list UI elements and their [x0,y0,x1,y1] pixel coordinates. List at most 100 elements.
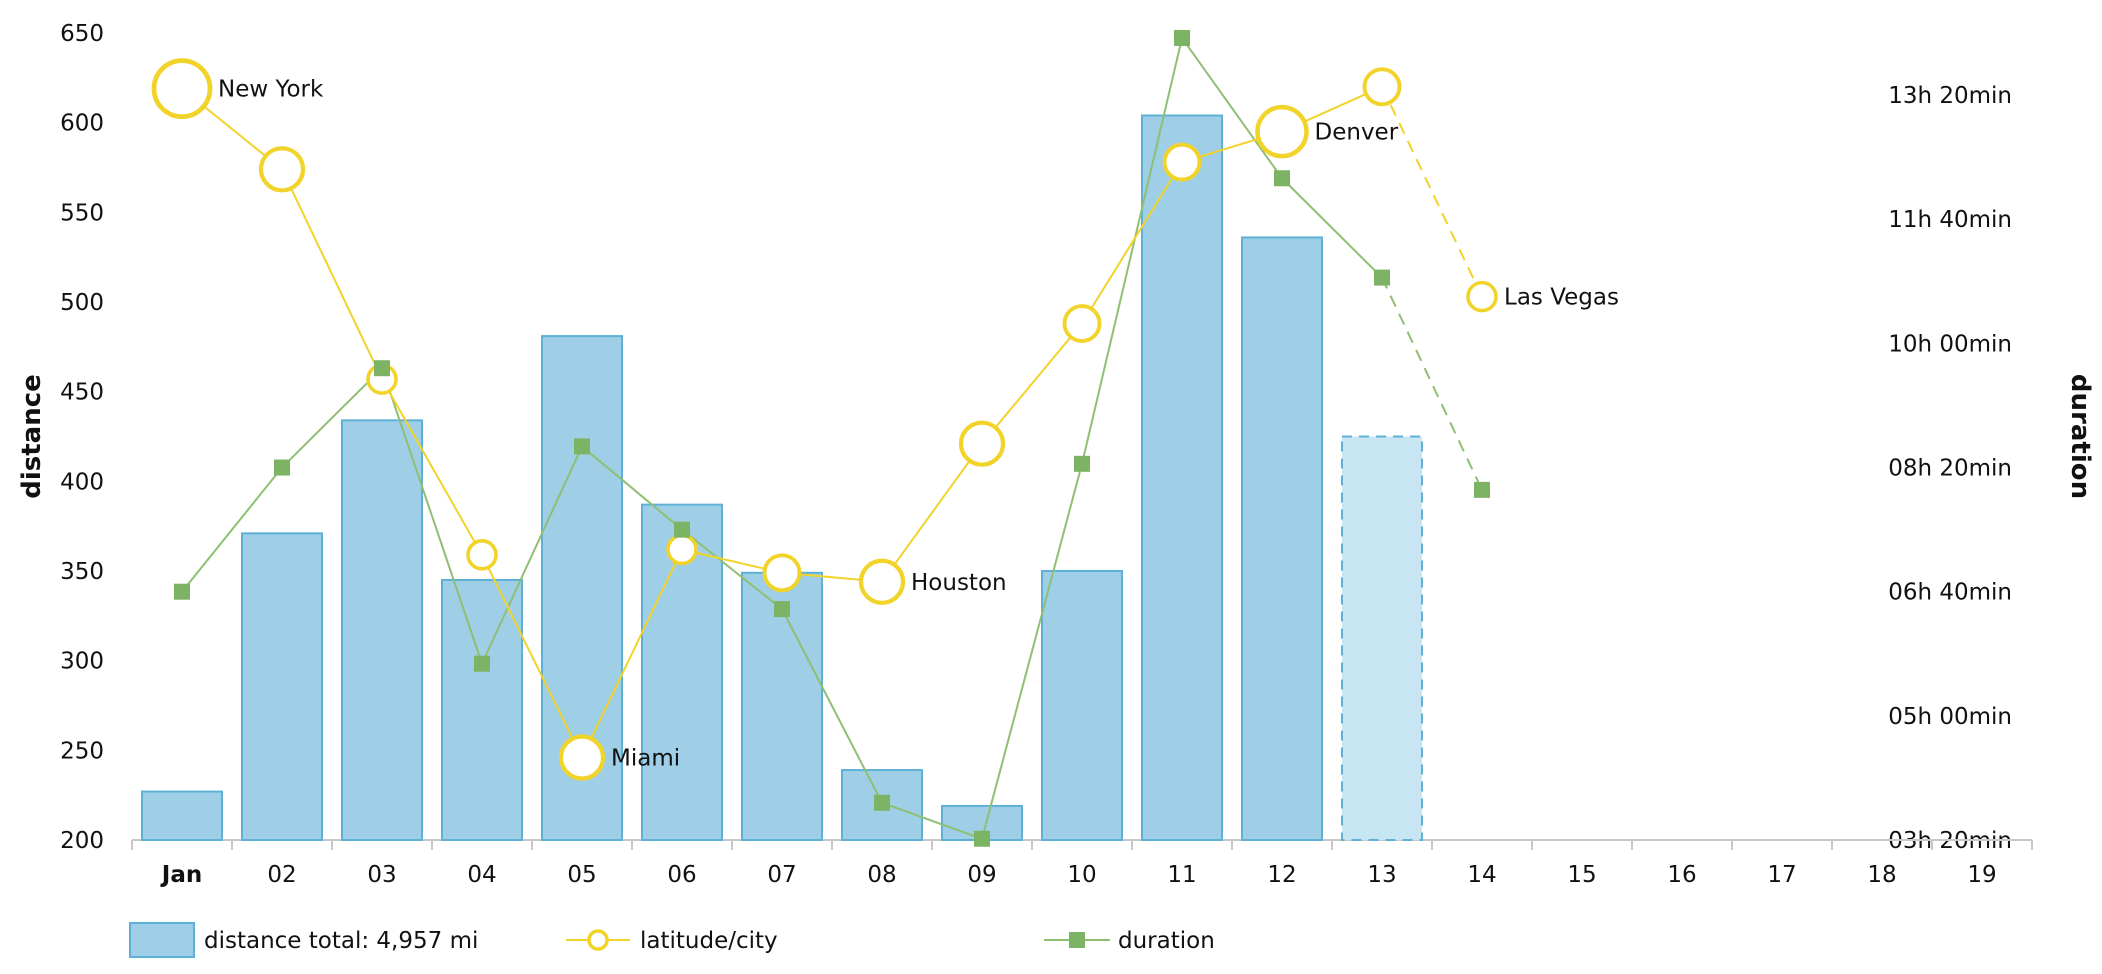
latitude-marker [762,553,802,593]
legend-label-distance: distance total: 4,957 mi [204,928,478,954]
latitude-marker [151,58,213,119]
latitude-line-segment [281,168,383,380]
y-axis-title: distance [17,374,47,499]
latitude-marker [466,539,498,571]
legend-label-latitude: latitude/city [640,928,778,954]
x-tick-label: 18 [1867,862,1896,888]
duration-line-segment [1281,177,1383,279]
duration-line-segment [681,528,783,610]
x-tick-label: 14 [1467,862,1496,888]
latitude-marker [558,734,606,781]
bar [441,578,523,841]
duration-line-segment [781,608,883,804]
latitude-marker [1255,104,1309,159]
duration-line-segment [281,367,383,469]
y2-tick-label: 06h 40min [1888,580,2012,606]
duration-marker [1174,29,1190,46]
lines-layer [151,29,1498,847]
x-tick-label: 06 [667,862,696,888]
x-tick-label: 17 [1767,862,1796,888]
latitude-marker [1062,304,1102,343]
latitude-line-segment [381,378,483,556]
y2-tick-label: 10h 00min [1888,331,2012,357]
latitude-line-segment [581,549,683,758]
x-tick-label: 07 [767,862,796,888]
latitude-marker [1466,280,1498,313]
bars-layer [141,114,1423,842]
x-tick-label: 05 [567,862,596,888]
latitude-marker [958,420,1006,467]
x-tick-label: 16 [1667,862,1696,888]
x-tick-label: 13 [1367,862,1396,888]
y2-tick-label: 13h 20min [1888,83,2012,109]
x-tick-label: 08 [867,862,896,888]
x-tick-label: 02 [267,862,296,888]
y-tick-label: 300 [60,649,104,675]
duration-marker [1474,481,1490,498]
y-tick-label: 650 [60,21,104,47]
latitude-line-segment [1081,161,1183,325]
duration-line-segment [1181,37,1283,179]
duration-marker [1274,170,1290,187]
y-tick-label: 500 [60,290,104,316]
duration-marker [774,601,790,618]
y2-tick-label: 11h 40min [1888,207,2012,233]
x-tick-label: 11 [1167,862,1196,888]
bar-projected [1341,435,1423,841]
x-tick-label: 19 [1967,862,1996,888]
x-tick-label: 12 [1267,862,1296,888]
bar [1041,570,1123,841]
labels-layer: New York Miami Houston Denver Las Vegas [218,77,1619,772]
latitude-marker [1162,142,1202,182]
legend-swatch-distance [129,922,195,958]
duration-line-segment [481,446,583,665]
duration-line-segment [581,445,683,531]
duration-line-segment [881,801,983,840]
latitude-line-segment [881,443,983,583]
y-tick-label: 350 [60,559,104,585]
bar [1141,114,1223,841]
duration-line-segment [381,367,483,665]
y-tick-label: 200 [60,828,104,854]
latitude-line-segment [481,554,583,758]
bar [241,532,323,842]
latitude-marker [858,558,906,605]
bar [341,419,423,841]
latitude-marker [258,146,306,193]
city-label: Houston [911,570,1007,596]
city-label: Las Vegas [1504,285,1619,311]
bar [741,571,823,841]
bar [141,790,223,842]
latitude-marker [666,533,698,566]
duration-marker [1074,455,1090,472]
y2-tick-label: 08h 20min [1888,456,2012,482]
y2-tick-label: 05h 00min [1888,704,2012,730]
legend-label-duration: duration [1118,928,1215,954]
duration-marker [674,521,690,538]
duration-line-segment [1081,37,1183,465]
x-tick-label: 03 [367,862,396,888]
legend-marker-duration [1069,932,1085,948]
y-tick-label: 550 [60,200,104,226]
latitude-marker [1362,67,1402,107]
duration-marker [374,360,390,377]
duration-marker [274,459,290,476]
city-label: New York [218,77,324,103]
bar [1241,236,1323,841]
latitude-line-segment [981,322,1083,445]
duration-line-segment [181,466,283,593]
y-tick-label: 600 [60,111,104,137]
x-tick-label: 09 [967,862,996,888]
duration-line-segment [981,463,1083,840]
city-label: Denver [1315,120,1399,146]
y-tick-label: 450 [60,380,104,406]
city-label: Miami [611,746,680,772]
duration-marker [574,438,590,455]
duration-marker [1374,269,1390,286]
x-tick-label: 10 [1067,862,1096,888]
duration-marker [474,655,490,672]
x-tick-label: 15 [1567,862,1596,888]
